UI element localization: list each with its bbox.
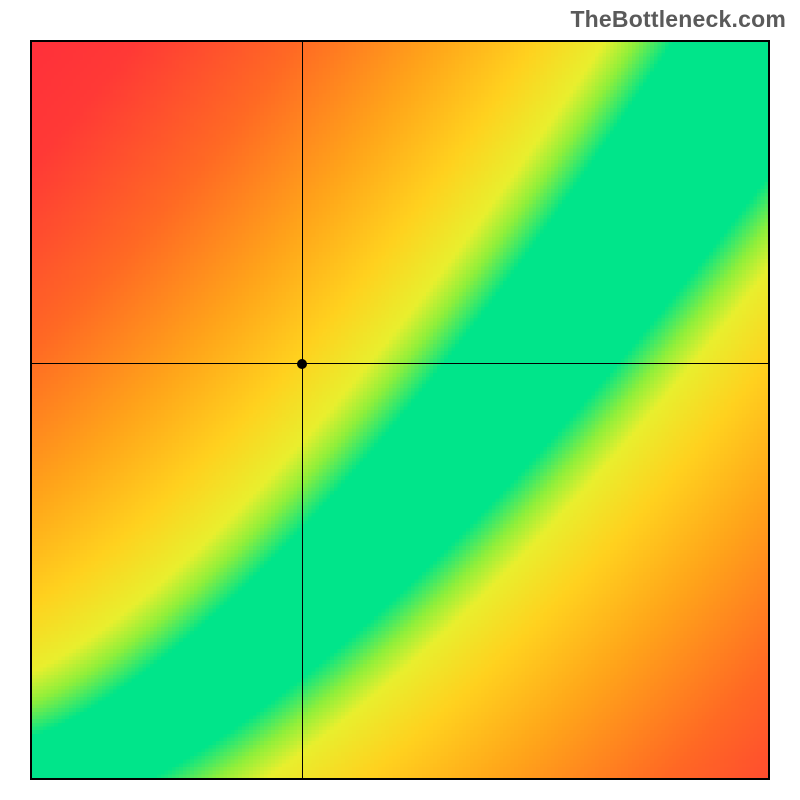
heatmap-canvas <box>32 42 768 778</box>
heatmap-plot <box>30 40 770 780</box>
attribution-text: TheBottleneck.com <box>570 6 786 33</box>
